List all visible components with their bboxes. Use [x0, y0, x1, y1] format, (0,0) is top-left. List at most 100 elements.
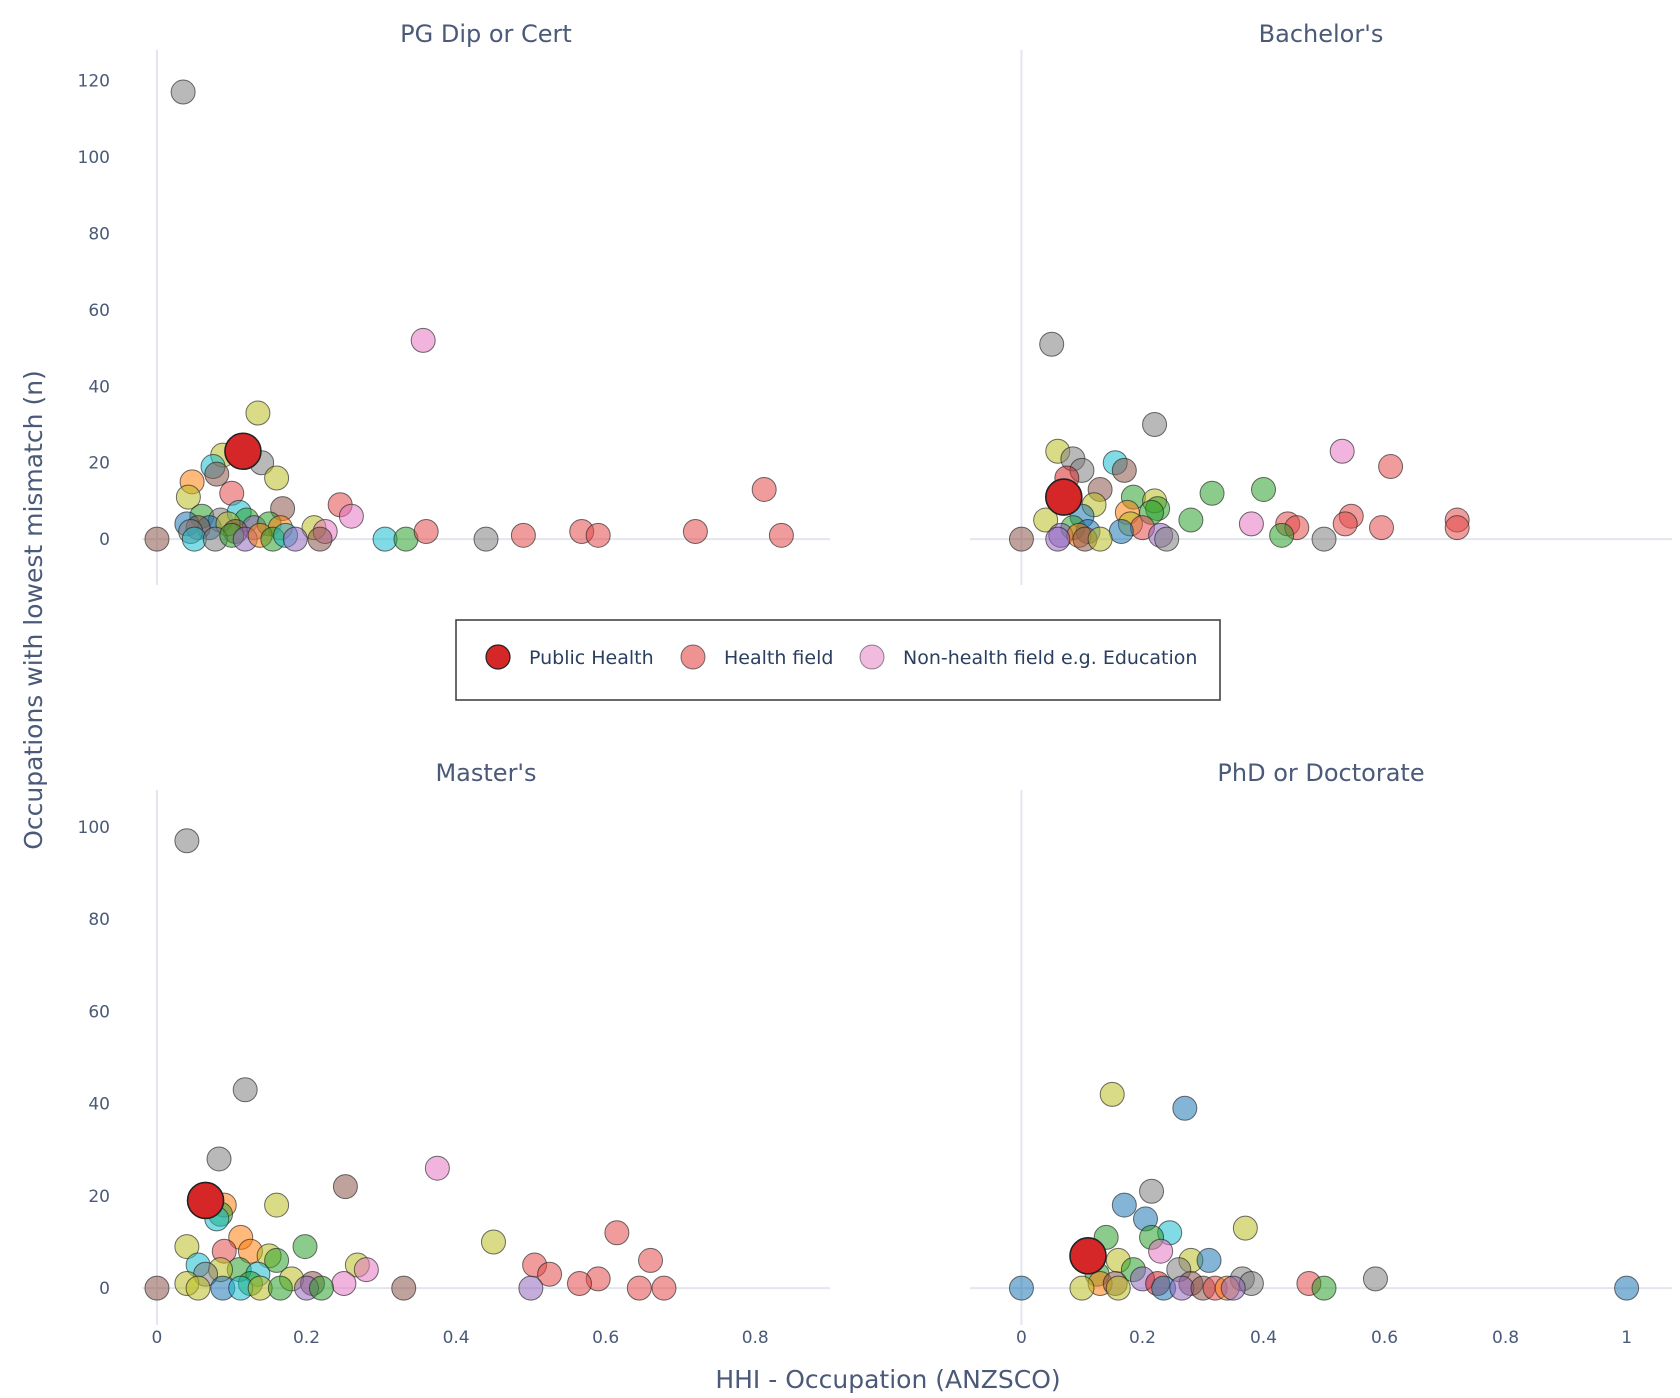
y-tick-label: 60: [88, 301, 110, 321]
data-point[interactable]: [537, 1261, 563, 1287]
data-point[interactable]: [682, 519, 708, 544]
data-point[interactable]: [174, 828, 200, 854]
legend-label-public-health: Public Health: [529, 647, 654, 669]
data-point[interactable]: [1444, 515, 1470, 541]
data-point[interactable]: [424, 1155, 450, 1181]
data-point[interactable]: [282, 526, 308, 552]
data-point[interactable]: [1269, 522, 1295, 548]
data-point[interactable]: [1033, 507, 1059, 533]
data-point[interactable]: [1069, 1275, 1095, 1301]
data-point[interactable]: [1378, 454, 1404, 480]
data-point[interactable]: [1111, 1192, 1137, 1218]
data-point[interactable]: [566, 1270, 592, 1296]
data-point[interactable]: [1369, 515, 1395, 541]
x-tick-label: 0.6: [1371, 1328, 1398, 1348]
data-point[interactable]: [1332, 511, 1358, 537]
data-point[interactable]: [1111, 457, 1137, 483]
data-point[interactable]: [473, 526, 499, 552]
data-point[interactable]: [1199, 480, 1225, 506]
data-point[interactable]: [1329, 438, 1355, 464]
legend-item-public-health[interactable]: Public Health: [485, 644, 654, 670]
data-point[interactable]: [626, 1275, 652, 1301]
data-point[interactable]: [353, 1257, 379, 1283]
data-point[interactable]: [1087, 526, 1113, 552]
y-tick-label: 40: [88, 1095, 110, 1115]
y-tick-label: 60: [88, 1002, 110, 1022]
data-point[interactable]: [1154, 526, 1180, 552]
legend-item-non-health-field[interactable]: Non-health field e.g. Education: [859, 644, 1197, 670]
data-point[interactable]: [264, 1192, 290, 1218]
data-point[interactable]: [638, 1247, 664, 1273]
data-point[interactable]: [245, 400, 271, 426]
data-point[interactable]: [338, 503, 364, 529]
data-point[interactable]: [1105, 1275, 1131, 1301]
data-point[interactable]: [391, 1275, 417, 1301]
data-point[interactable]: [413, 519, 439, 544]
x-tick-label: 0.4: [443, 1328, 470, 1348]
data-point[interactable]: [1311, 1275, 1337, 1301]
data-point[interactable]: [1099, 1081, 1125, 1107]
data-point[interactable]: [1238, 511, 1264, 537]
data-point[interactable]: [332, 1174, 358, 1200]
data-point[interactable]: [1232, 1215, 1258, 1241]
data-point[interactable]: [307, 526, 333, 552]
data-point[interactable]: [185, 1275, 211, 1301]
data-point[interactable]: [308, 1275, 334, 1301]
data-point[interactable]: [372, 526, 398, 552]
data-point[interactable]: [518, 1275, 544, 1301]
data-point[interactable]: [264, 1247, 290, 1273]
data-point[interactable]: [1139, 1178, 1165, 1204]
panel-title-bachelor-s: Bachelor's: [1259, 20, 1384, 48]
data-point[interactable]: [174, 1234, 200, 1260]
data-point[interactable]: [1178, 507, 1204, 533]
y-tick-label: 80: [88, 910, 110, 930]
data-point[interactable]: [1172, 1095, 1198, 1121]
data-point[interactable]: [175, 484, 201, 510]
data-point[interactable]: [1045, 526, 1071, 552]
legend-item-health-field[interactable]: Health field: [680, 644, 833, 670]
data-point[interactable]: [1196, 1247, 1222, 1273]
x-tick-label: 0.4: [1250, 1328, 1277, 1348]
public-health-point[interactable]: [224, 432, 262, 471]
data-point[interactable]: [1362, 1266, 1388, 1292]
data-point[interactable]: [1169, 1275, 1195, 1301]
data-point[interactable]: [751, 476, 777, 502]
data-point[interactable]: [1251, 476, 1277, 502]
data-point[interactable]: [264, 465, 290, 491]
public-health-point[interactable]: [1045, 478, 1083, 516]
public-health-point[interactable]: [186, 1181, 225, 1220]
data-point[interactable]: [1008, 526, 1034, 552]
y-tick-label: 40: [88, 377, 110, 397]
data-point[interactable]: [585, 522, 611, 548]
data-point[interactable]: [410, 327, 436, 353]
panel-title-pg-dip-or-cert: PG Dip or Cert: [400, 20, 572, 48]
data-point[interactable]: [181, 526, 207, 552]
data-point[interactable]: [144, 1275, 170, 1301]
x-tick-label: 0.6: [592, 1328, 619, 1348]
data-point[interactable]: [267, 1275, 293, 1301]
data-point[interactable]: [331, 1270, 357, 1296]
public-health-point[interactable]: [1069, 1237, 1107, 1275]
data-point[interactable]: [170, 79, 196, 105]
data-point[interactable]: [1220, 1275, 1246, 1301]
data-point[interactable]: [1008, 1275, 1034, 1301]
data-point[interactable]: [768, 522, 794, 548]
data-point[interactable]: [651, 1275, 677, 1301]
data-point[interactable]: [204, 461, 230, 487]
data-point[interactable]: [1142, 412, 1168, 437]
data-point[interactable]: [144, 526, 170, 552]
data-point[interactable]: [510, 522, 536, 548]
x-tick-label: 0.2: [293, 1328, 320, 1348]
data-point[interactable]: [1148, 1238, 1174, 1264]
data-point[interactable]: [206, 1146, 232, 1172]
data-point[interactable]: [232, 1077, 258, 1103]
data-point[interactable]: [1108, 519, 1134, 544]
data-point[interactable]: [292, 1234, 318, 1260]
legend-label-non-health-field: Non-health field e.g. Education: [903, 647, 1197, 669]
data-point[interactable]: [1614, 1275, 1640, 1301]
data-point[interactable]: [604, 1220, 630, 1246]
x-axis-label: HHI - Occupation (ANZSCO): [715, 1365, 1060, 1394]
data-point[interactable]: [480, 1229, 506, 1255]
data-point[interactable]: [1039, 331, 1065, 357]
data-point[interactable]: [1311, 526, 1337, 552]
